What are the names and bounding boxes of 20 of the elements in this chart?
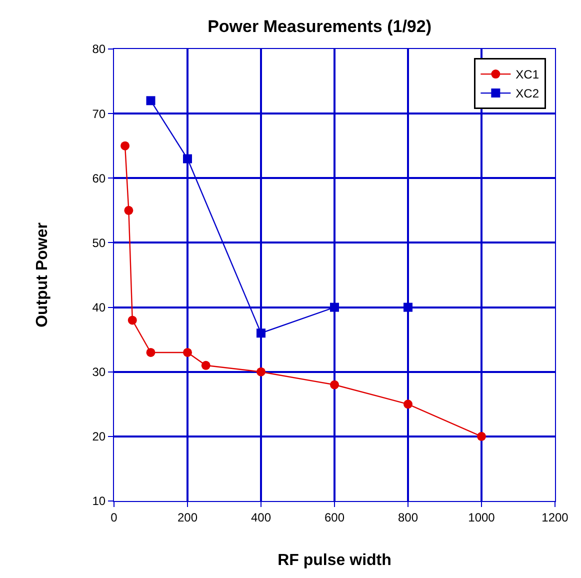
x-tick-label: 400 (250, 510, 272, 524)
x-tick-label: 200 (177, 510, 198, 524)
y-tick-label: 50 (92, 236, 106, 250)
x-tick-label: 1200 (542, 510, 569, 524)
x-tick-label: 0 (110, 510, 118, 524)
y-axis-title: Output Power (34, 222, 52, 328)
x-axis-title: RF pulse width (278, 552, 392, 570)
legend-label: XC2 (516, 86, 540, 101)
y-tick-label: 60 (92, 171, 106, 186)
y-tick-label: 30 (92, 365, 106, 380)
y-tick-label: 20 (92, 430, 106, 444)
x-tick-label: 800 (398, 510, 418, 524)
y-tick-label: 80 (92, 42, 106, 56)
chart-title: Power Measurements (1/92) (208, 17, 432, 36)
y-tick-label: 70 (92, 106, 106, 121)
y-tick-label: 40 (92, 300, 106, 314)
y-tick-label: 10 (92, 494, 106, 508)
x-tick-label: 1000 (468, 510, 496, 524)
x-tick-label: 600 (324, 510, 345, 524)
legend-label: XC1 (516, 68, 540, 82)
